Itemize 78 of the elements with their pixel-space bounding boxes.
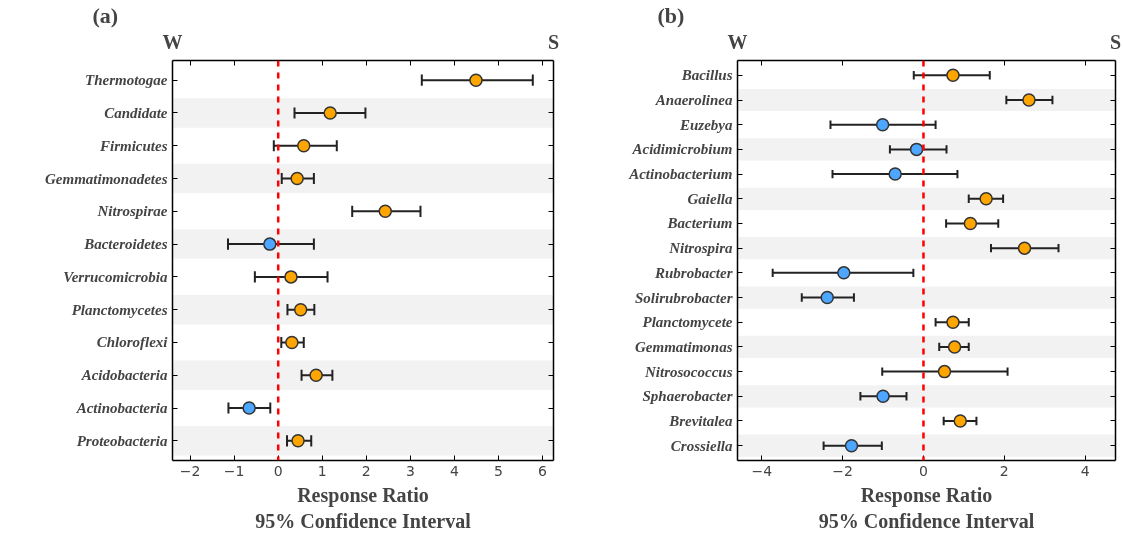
y-tick-label: Anaerolinea	[654, 92, 733, 109]
x-tick-label: 0	[919, 462, 928, 479]
y-tick-label: Proteobacteria	[76, 432, 168, 449]
point	[323, 106, 337, 120]
y-tick-label: Chloroflexi	[96, 334, 169, 351]
x-tick-label: 2	[361, 462, 371, 479]
x-tick-label: −1	[223, 462, 245, 479]
point	[378, 204, 392, 219]
point	[888, 167, 902, 181]
y-tick-label: Acidobacteria	[80, 367, 168, 384]
point	[242, 401, 256, 415]
y-tick-label: Bacillus	[680, 67, 733, 84]
point	[263, 237, 277, 251]
point	[837, 266, 851, 280]
y-tick-label: Euzebya	[679, 116, 733, 133]
point	[297, 139, 311, 153]
x-tick-label: 1	[317, 462, 327, 479]
point	[979, 192, 993, 206]
text: S	[547, 30, 560, 53]
point	[1022, 93, 1036, 107]
y-tick-label: Nitrospirae	[96, 203, 168, 220]
text: S	[1109, 30, 1122, 53]
chart-title: (a)	[92, 2, 119, 28]
point	[285, 335, 299, 350]
point	[1017, 241, 1032, 255]
point	[953, 414, 968, 428]
point	[875, 117, 890, 132]
y-tick-label: Actinobacteria	[75, 400, 168, 417]
point	[291, 434, 305, 448]
point	[309, 368, 323, 382]
point	[937, 364, 952, 379]
y-tick-label: Gemmatimonas	[634, 338, 733, 355]
y-tick-label: Crossiella	[670, 437, 733, 454]
x-tick-label: −2	[832, 462, 853, 479]
x-tick-label: 0	[273, 462, 283, 479]
chart-title: (b)	[657, 2, 685, 28]
y-tick-label: Verrucomicrobia	[63, 268, 168, 285]
x-axis-title: Response Ratio 95% Confidence Interval	[255, 483, 472, 532]
y-tick-label: Gaiella	[687, 190, 733, 207]
x-tick-label: 4	[1080, 462, 1090, 479]
y-tick-label: Bacteroidetes	[83, 236, 168, 253]
x-tick-label: −2	[179, 462, 201, 479]
y-tick-label: Gemmatimonadetes	[45, 170, 168, 187]
x-tick-label: 2	[999, 462, 1009, 479]
y-tick-label: Rubrobacter	[654, 264, 733, 281]
point	[293, 302, 308, 317]
point	[876, 389, 890, 404]
y-tick-label: Planctomycete	[642, 314, 733, 331]
y-tick-label: Firmicutes	[98, 137, 168, 154]
point	[909, 142, 924, 157]
y-tick-label: Candidate	[104, 104, 168, 121]
text: W	[162, 30, 183, 53]
point	[469, 73, 483, 87]
x-tick-label: −4	[751, 462, 773, 479]
point	[290, 171, 304, 186]
y-tick-label: Planctomycetes	[71, 301, 168, 318]
point	[946, 315, 960, 329]
y-tick-label: Solirubrobacter	[634, 289, 733, 306]
point	[963, 216, 978, 231]
point	[820, 290, 834, 305]
y-tick-label: Acidimicrobium	[631, 141, 733, 158]
x-tick-label: 4	[449, 462, 459, 479]
point	[946, 68, 960, 83]
y-tick-label: Actinobacterium	[628, 166, 733, 183]
y-tick-label: Nitrosococcus	[644, 363, 733, 380]
x-tick-label: 5	[493, 462, 503, 479]
x-tick-label: 6	[538, 462, 548, 479]
x-axis-title: Response Ratio 95% Confidence Interval	[818, 483, 1035, 532]
y-tick-label: Nitrospira	[668, 240, 733, 257]
y-tick-label: Bacterium	[666, 215, 733, 232]
text: W	[727, 30, 748, 53]
point	[947, 340, 962, 354]
y-tick-label: Sphaerobacter	[642, 388, 733, 405]
y-tick-label: Brevitalea	[668, 412, 733, 429]
point	[844, 438, 859, 453]
x-tick-label: 3	[405, 462, 415, 479]
point	[284, 270, 298, 284]
y-tick-label: Thermotogae	[85, 72, 168, 89]
